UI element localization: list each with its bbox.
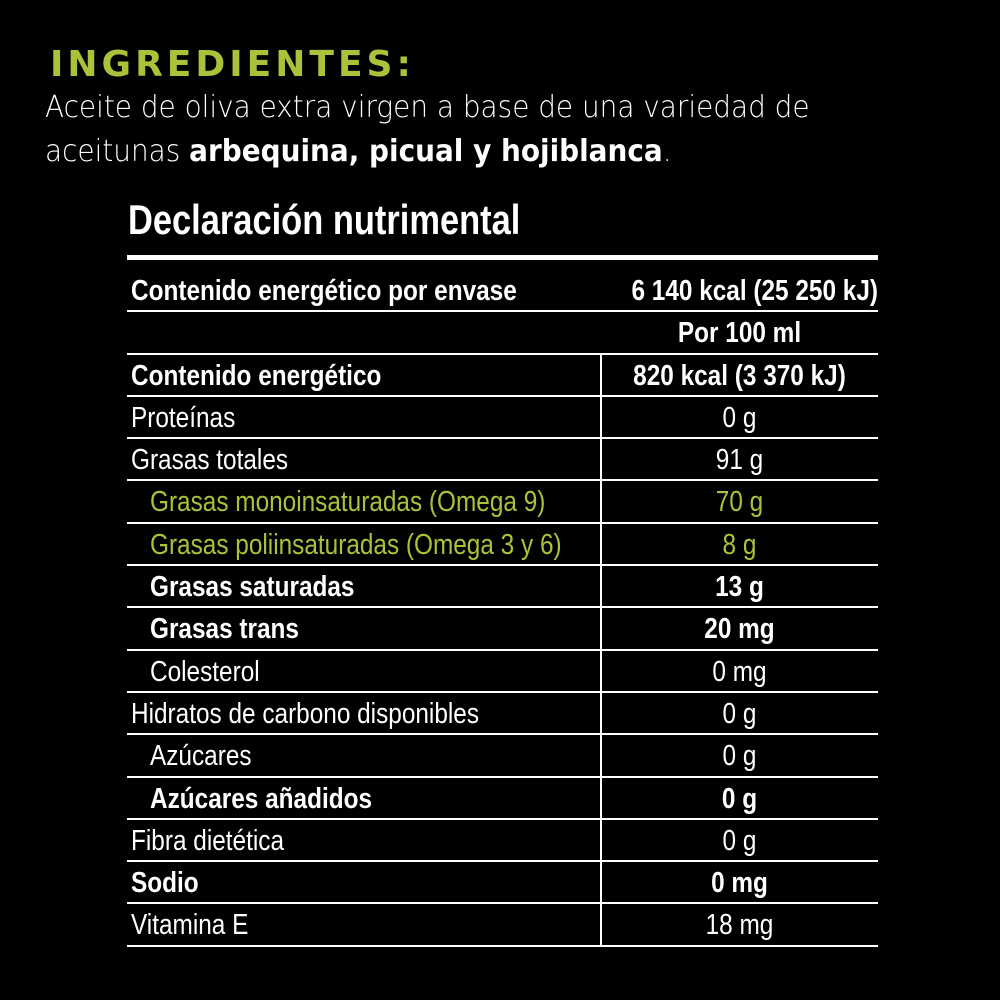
table-row: Grasas saturadas 13 g	[127, 566, 878, 609]
nutrient-label: Grasas poliinsaturadas (Omega 3 y 6)	[150, 528, 562, 561]
table-row: Grasas totales 91 g	[127, 439, 878, 482]
nutrient-label: Grasas trans	[150, 613, 299, 646]
table-row: Grasas poliinsaturadas (Omega 3 y 6) 8 g	[127, 524, 878, 567]
nutrient-label: Contenido energético	[131, 359, 382, 392]
nutrient-value: 91 g	[715, 444, 764, 477]
column-divider	[600, 354, 602, 946]
nutrient-label: Sodio	[131, 867, 199, 900]
column-header: Por 100 ml	[677, 317, 802, 350]
nutrient-value: 20 mg	[704, 613, 775, 646]
table-row: Colesterol 0 mg	[127, 651, 878, 693]
per-package-label: Contenido energético por envase	[131, 275, 517, 307]
table-row: Vitamina E 18 mg	[127, 904, 878, 947]
ingredients-olive-varieties: arbequina, picual y hojiblanca	[189, 134, 663, 169]
nutrition-table: Contenido energético por envase 6 140 kc…	[127, 270, 878, 947]
nutrient-value: 0 g	[722, 740, 757, 773]
nutrient-value: 8 g	[722, 528, 757, 561]
nutrient-label: Azúcares	[150, 740, 252, 773]
nutrient-value: 0 mg	[711, 867, 768, 900]
table-row: Hidratos de carbono disponibles 0 g	[127, 693, 878, 736]
nutrient-label: Grasas saturadas	[150, 571, 355, 604]
ingredients-title: INGREDIENTES:	[50, 44, 415, 85]
nutrient-value: 0 g	[722, 697, 757, 730]
title-rule	[127, 255, 878, 260]
table-row: Proteínas 0 g	[127, 397, 878, 440]
table-row: Fibra dietética 0 g	[127, 820, 878, 863]
nutrition-title: Declaración nutrimental	[128, 196, 521, 243]
ingredients-text-end: .	[662, 134, 672, 169]
nutrient-label: Grasas totales	[131, 444, 289, 477]
per-package-value: 6 140 kcal (25 250 kJ)	[631, 275, 878, 307]
nutrient-value: 13 g	[715, 571, 764, 604]
nutrient-label: Azúcares añadidos	[150, 782, 373, 815]
nutrient-value: 0 mg	[712, 655, 767, 688]
nutrient-value: 18 mg	[705, 909, 774, 942]
nutrient-value: 70 g	[715, 486, 764, 519]
per-package-row: Contenido energético por envase 6 140 kc…	[127, 270, 878, 313]
table-row: Sodio 0 mg	[127, 862, 878, 905]
nutrient-label: Colesterol	[150, 655, 260, 688]
table-row: Azúcares 0 g	[127, 735, 878, 778]
nutrient-label: Proteínas	[131, 401, 236, 434]
nutrient-value: 820 kcal (3 370 kJ)	[633, 359, 846, 392]
nutrient-value: 0 g	[722, 824, 757, 857]
table-row: Contenido energético 820 kcal (3 370 kJ)	[127, 355, 878, 397]
column-header-row: Por 100 ml	[127, 312, 878, 355]
nutrient-label: Vitamina E	[131, 909, 249, 942]
nutrient-label: Fibra dietética	[131, 824, 285, 857]
nutrient-value: 0 g	[722, 401, 757, 434]
table-row: Grasas trans 20 mg	[127, 608, 878, 651]
nutrient-label: Grasas monoinsaturadas (Omega 9)	[150, 486, 546, 519]
nutrient-value: 0 g	[721, 782, 758, 815]
nutrient-label: Hidratos de carbono disponibles	[131, 697, 480, 730]
ingredients-text-plain: Aceite de oliva extra virgen a base de u…	[45, 90, 810, 169]
table-row: Grasas monoinsaturadas (Omega 9) 70 g	[127, 481, 878, 524]
ingredients-text: Aceite de oliva extra virgen a base de u…	[45, 86, 882, 174]
table-row: Azúcares añadidos 0 g	[127, 778, 878, 820]
